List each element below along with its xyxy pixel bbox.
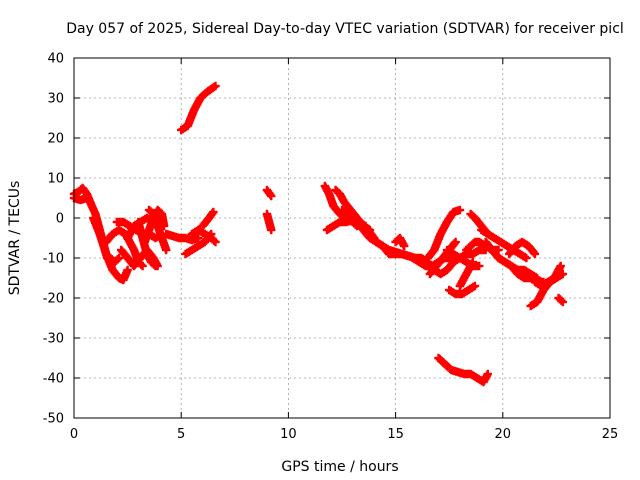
data-point bbox=[194, 233, 203, 243]
data-point bbox=[209, 207, 218, 217]
data-point bbox=[442, 209, 457, 227]
plot-frame bbox=[73, 57, 611, 419]
data-point bbox=[161, 245, 171, 255]
series-arc-14 bbox=[187, 225, 220, 247]
data-point bbox=[329, 218, 343, 231]
x-tick-label: 15 bbox=[387, 427, 404, 442]
x-tick-label: 25 bbox=[602, 427, 619, 442]
data-point bbox=[464, 282, 478, 295]
y-tick-label: -50 bbox=[43, 412, 64, 427]
series-arc-24 bbox=[365, 229, 420, 263]
data-point bbox=[149, 209, 162, 229]
x-axis-label: GPS time / hours bbox=[281, 459, 398, 475]
data-point bbox=[267, 225, 276, 235]
series-arc-04 bbox=[89, 213, 132, 285]
data-point bbox=[470, 281, 480, 291]
x-tick-label: 5 bbox=[177, 427, 185, 442]
data-point bbox=[183, 107, 198, 131]
data-point bbox=[198, 215, 213, 231]
data-point bbox=[189, 95, 204, 115]
data-point bbox=[344, 213, 358, 226]
data-point bbox=[138, 261, 147, 271]
y-tick-label: 0 bbox=[56, 212, 64, 227]
data-point bbox=[451, 237, 460, 247]
data-point bbox=[524, 241, 539, 257]
data-point bbox=[267, 191, 276, 201]
series-arc-35 bbox=[434, 353, 492, 387]
data-point bbox=[408, 253, 422, 266]
x-tick-label: 10 bbox=[280, 427, 297, 442]
x-tick-label: 0 bbox=[70, 427, 78, 442]
data-point bbox=[399, 241, 409, 251]
data-point bbox=[455, 205, 465, 215]
series-arc-33 bbox=[455, 257, 477, 291]
series-arc-11 bbox=[144, 205, 171, 255]
series-arc-42 bbox=[554, 293, 568, 307]
data-point bbox=[507, 261, 521, 277]
data-point bbox=[89, 213, 104, 237]
axis-ticks: 0 5 10 15 20 25 40 30 20 10 0 -10 -20 -30 -40 -50 bbox=[43, 52, 619, 443]
data-point bbox=[211, 81, 220, 91]
data-point bbox=[159, 221, 169, 231]
x-tick-label: 20 bbox=[495, 427, 512, 442]
series-arc-18 bbox=[262, 209, 276, 235]
series-arc-27 bbox=[423, 205, 465, 263]
data-point bbox=[151, 261, 160, 271]
data-point bbox=[530, 249, 540, 259]
y-tick-label: -40 bbox=[43, 372, 64, 387]
data-points bbox=[69, 81, 568, 387]
data-point bbox=[123, 265, 132, 275]
series-arc-39 bbox=[505, 237, 540, 259]
data-point bbox=[494, 245, 503, 255]
data-point bbox=[522, 253, 531, 263]
data-point bbox=[556, 261, 565, 271]
data-point bbox=[483, 369, 492, 379]
series-arc-25 bbox=[391, 233, 409, 251]
series-arc-12 bbox=[161, 229, 203, 245]
chart-title: Day 057 of 2025, Sidereal Day-to-day VTE… bbox=[66, 21, 624, 37]
y-tick-label: -30 bbox=[43, 332, 64, 347]
data-point bbox=[475, 261, 484, 271]
series-arc-15 bbox=[198, 207, 218, 231]
data-point bbox=[558, 297, 568, 307]
y-tick-label: 20 bbox=[47, 132, 64, 147]
y-tick-label: 30 bbox=[47, 92, 64, 107]
series-arc-41 bbox=[530, 261, 565, 291]
data-point bbox=[82, 193, 92, 203]
y-tick-label: 10 bbox=[47, 172, 64, 187]
data-point bbox=[114, 253, 124, 263]
data-point bbox=[211, 237, 220, 247]
y-axis-label: SDTVAR / TECUs bbox=[7, 181, 23, 296]
y-tick-label: -20 bbox=[43, 292, 64, 307]
data-point bbox=[324, 189, 338, 209]
data-point bbox=[468, 257, 477, 267]
y-tick-label: -10 bbox=[43, 252, 64, 267]
data-point bbox=[429, 231, 445, 255]
series-arc-16 bbox=[176, 81, 220, 135]
series-arc-17 bbox=[262, 185, 276, 201]
y-tick-label: 40 bbox=[47, 52, 64, 67]
series-arc-31 bbox=[445, 281, 480, 299]
